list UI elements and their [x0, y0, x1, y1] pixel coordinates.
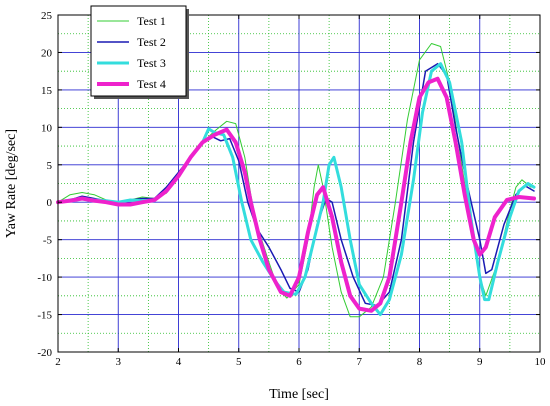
x-tick-label: 6: [296, 356, 302, 368]
x-tick-label: 9: [477, 356, 483, 368]
y-tick-label: -20: [37, 347, 52, 359]
x-tick-label: 5: [236, 356, 242, 368]
legend-label: Test 4: [137, 77, 166, 91]
legend-label: Test 1: [137, 14, 166, 28]
y-tick-label: -10: [37, 272, 52, 284]
x-tick-label: 3: [116, 356, 122, 368]
series-line-test-4: [56, 76, 536, 313]
y-tick-label: -5: [43, 235, 53, 247]
legend: Test 1 Test 2 Test 3 Test 4: [90, 5, 189, 99]
y-tick-label: 15: [41, 85, 53, 97]
y-tick-label: 0: [47, 197, 53, 209]
x-tick-label: 8: [417, 356, 423, 368]
legend-label: Test 3: [137, 56, 166, 70]
y-tick-label: -15: [37, 310, 52, 322]
y-tick-label: 20: [41, 47, 53, 59]
x-tick-label: 7: [357, 356, 363, 368]
x-tick-label: 4: [176, 356, 182, 368]
x-tick-label: 2: [55, 356, 61, 368]
legend-label: Test 2: [137, 35, 166, 49]
y-tick-label: 25: [41, 10, 53, 22]
y-tick-label: 10: [41, 122, 53, 134]
y-tick-label: 5: [47, 160, 53, 172]
x-axis-label: Time [sec]: [269, 387, 329, 402]
y-axis-label: Yaw Rate [deg/sec]: [4, 129, 19, 238]
x-tick-label: 10: [535, 356, 547, 368]
